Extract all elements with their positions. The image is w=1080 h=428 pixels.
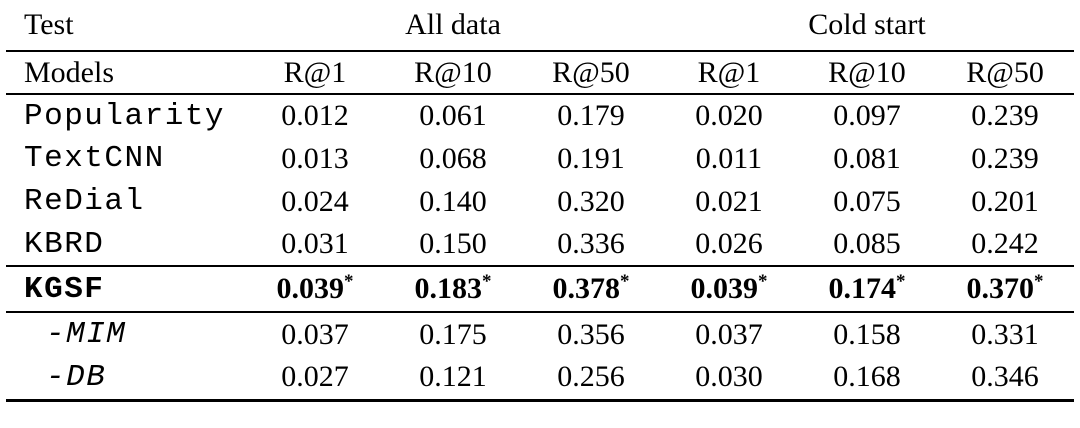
model-name-cell: Popularity [24, 98, 226, 134]
metric-value-cell: 0.011 [695, 141, 763, 175]
significance-asterisk: * [758, 271, 768, 292]
significance-asterisk: * [482, 271, 492, 292]
metric-value-cell: 0.121 [384, 356, 522, 402]
model-name-cell: -MIM [46, 317, 127, 352]
metric-value-cell: 0.031 [246, 223, 384, 267]
metric-value: 0.039 [690, 272, 759, 305]
table-row-redial: ReDial 0.024 0.140 0.320 0.021 0.075 0.2… [6, 180, 1074, 223]
metric-value-cell: 0.331 [971, 317, 1039, 351]
metric-value-cell: 0.150 [384, 223, 522, 267]
test-corner-label: Test [6, 0, 246, 52]
metric-value-cell: 0.336 [522, 223, 660, 267]
metric-value-cell: 0.175 [419, 317, 487, 351]
table-row-kbrd: KBRD 0.031 0.150 0.336 0.026 0.085 0.242 [6, 223, 1075, 267]
metric-value-cell: 0.030 [660, 356, 798, 402]
metric-value-cell: 0.183* [384, 266, 522, 313]
table-row-ablation-mim: -MIM 0.037 0.175 0.356 0.037 0.158 0.331 [6, 312, 1074, 356]
metric-value-cell: 0.013 [281, 141, 349, 175]
metric-value-cell: 0.061 [419, 99, 487, 132]
models-column-label: Models [6, 51, 246, 95]
metric-value-cell: 0.356 [557, 317, 625, 351]
metric-header-alldata-r1: R@1 [246, 51, 384, 95]
metric-value-cell: 0.020 [695, 99, 763, 132]
model-name-cell: ReDial [24, 184, 145, 219]
metric-value-cell: 0.085 [798, 223, 936, 267]
model-name-cell: -DB [6, 356, 246, 402]
model-name-cell: KGSF [6, 266, 246, 313]
metric-value-cell: 0.239 [971, 99, 1039, 132]
metric-header-cold-r1: R@1 [660, 51, 798, 95]
metric-value-cell: 0.024 [281, 184, 349, 218]
table-header-groups: Test All data Cold start [6, 0, 1075, 52]
metric-value-cell: 0.081 [833, 141, 901, 175]
significance-asterisk: * [1034, 271, 1044, 292]
significance-asterisk: * [896, 271, 906, 292]
metric-value-cell: 0.021 [695, 184, 763, 218]
significance-asterisk: * [344, 271, 354, 292]
metric-value-cell: 0.037 [695, 317, 763, 351]
metric-value-cell: 0.097 [833, 99, 901, 132]
metric-value-cell: 0.026 [660, 223, 798, 267]
metric-value-cell: 0.179 [557, 99, 625, 132]
metric-header-cold-r50: R@50 [936, 51, 1075, 95]
metric-value-cell: 0.168 [798, 356, 936, 402]
metric-value-cell: 0.256 [522, 356, 660, 402]
significance-asterisk: * [620, 271, 630, 292]
table-header-metrics: Models R@1 R@10 R@50 R@1 R@10 R@50 [6, 51, 1075, 95]
metric-value-cell: 0.012 [281, 99, 349, 132]
metric-value-cell: 0.378* [522, 266, 660, 313]
metric-value-cell: 0.239 [971, 141, 1039, 175]
metric-header-alldata-r10: R@10 [384, 51, 522, 95]
metric-value: 0.174 [828, 272, 897, 305]
metric-value-cell: 0.039* [246, 266, 384, 313]
metric-value-cell: 0.370* [936, 266, 1075, 313]
metric-value-cell: 0.158 [833, 317, 901, 351]
metric-value-cell: 0.191 [557, 141, 625, 175]
table-row-textcnn: TextCNN 0.013 0.068 0.191 0.011 0.081 0.… [6, 137, 1074, 180]
metric-value-cell: 0.140 [419, 184, 487, 218]
group-header-all-data: All data [246, 0, 660, 52]
model-name-cell: KBRD [6, 223, 246, 267]
table-row-popularity: Popularity 0.012 0.061 0.179 0.020 0.097… [6, 94, 1074, 137]
model-name-cell: TextCNN [24, 141, 165, 176]
metric-value-cell: 0.346 [936, 356, 1075, 402]
metric-value-cell: 0.075 [833, 184, 901, 218]
metric-value-cell: 0.039* [660, 266, 798, 313]
metric-header-alldata-r50: R@50 [522, 51, 660, 95]
table-row-kgsf: KGSF 0.039* 0.183* 0.378* 0.039* 0.174* … [6, 266, 1075, 313]
metric-value-cell: 0.027 [246, 356, 384, 402]
results-table: Test All data Cold start Models R@1 R@10… [6, 0, 1075, 402]
metric-value: 0.378 [552, 272, 621, 305]
metric-value-cell: 0.201 [971, 184, 1039, 218]
group-header-cold-start: Cold start [660, 0, 1075, 52]
metric-value: 0.039 [276, 272, 345, 305]
metric-value: 0.370 [966, 272, 1035, 305]
metric-value-cell: 0.068 [419, 141, 487, 175]
metric-value-cell: 0.174* [798, 266, 936, 313]
metric-value-cell: 0.242 [936, 223, 1075, 267]
metric-value-cell: 0.037 [281, 317, 349, 351]
metric-value: 0.183 [414, 272, 483, 305]
table-row-ablation-db: -DB 0.027 0.121 0.256 0.030 0.168 0.346 [6, 356, 1075, 402]
metric-header-cold-r10: R@10 [798, 51, 936, 95]
metric-value-cell: 0.320 [557, 184, 625, 218]
